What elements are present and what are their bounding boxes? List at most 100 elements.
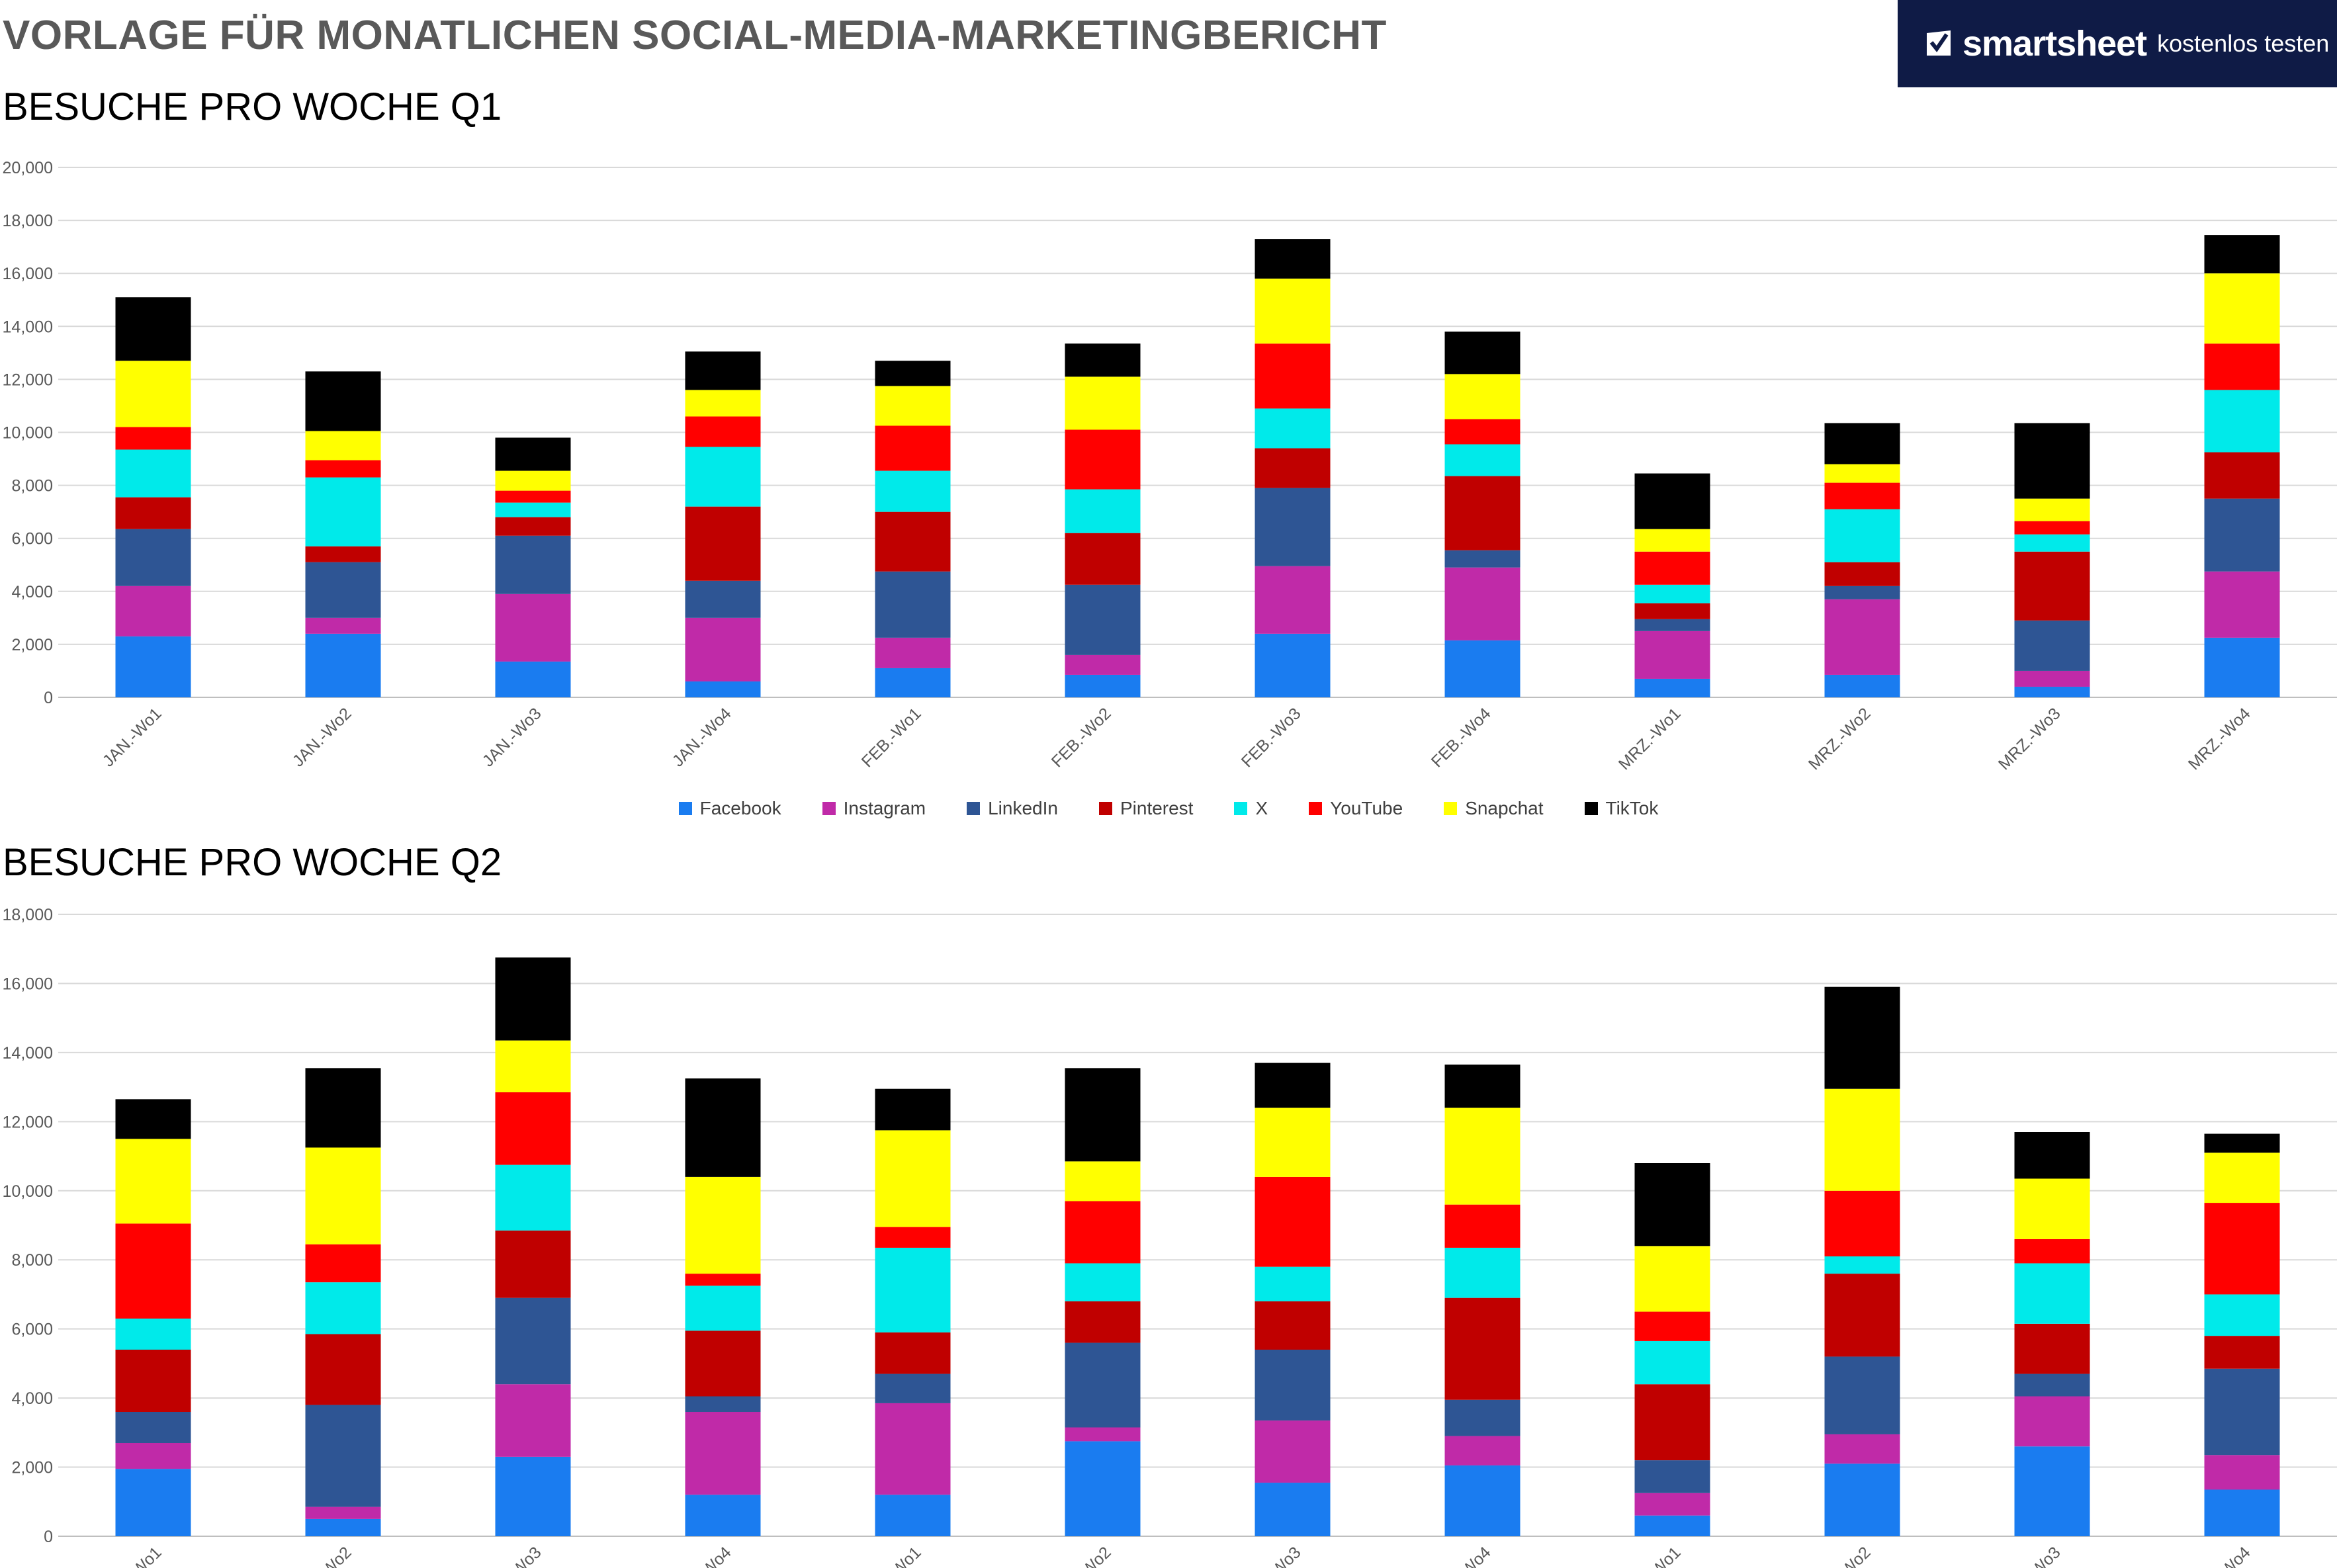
bar-segment-facebook	[305, 633, 381, 697]
bar-segment-pinterest	[115, 1350, 191, 1412]
bar-segment-instagram	[1444, 567, 1521, 640]
bar-segment-facebook	[115, 1469, 191, 1536]
bar-segment-instagram	[685, 617, 761, 681]
bar-segment-linkedin	[2204, 1368, 2280, 1456]
bar-segment-x	[495, 502, 571, 517]
bar-segment-youtube	[1065, 1201, 1141, 1264]
bar-segment-snapchat	[2014, 498, 2090, 521]
bar-segment-youtube	[115, 1223, 191, 1319]
bar-segment-snapchat	[305, 1147, 381, 1244]
bar-segment-tiktok	[495, 957, 571, 1041]
y-tick-label: 0	[44, 689, 53, 707]
y-tick-label: 8,000	[11, 1251, 53, 1270]
bar-segment-instagram	[495, 593, 571, 662]
x-tick-label: MRZ.-Wo3	[1995, 704, 2064, 773]
x-tick-label: Wo2	[1078, 1543, 1115, 1568]
bar-segment-tiktok	[2204, 235, 2280, 274]
bar-segment-youtube	[1634, 1311, 1710, 1341]
bar-segment-facebook	[1634, 678, 1710, 697]
bar-segment-youtube	[1255, 1176, 1331, 1267]
x-tick-label: FEB.-Wo4	[1428, 704, 1495, 771]
legend-item-instagram: Instagram	[822, 798, 926, 819]
bar-segment-linkedin	[305, 562, 381, 618]
x-tick-label: Wo2	[318, 1543, 355, 1568]
bar-segment-linkedin	[1065, 1342, 1141, 1428]
bar-segment-instagram	[305, 1506, 381, 1519]
bar-segment-pinterest	[495, 517, 571, 536]
bar-segment-instagram	[1444, 1436, 1521, 1465]
bar-segment-pinterest	[875, 511, 951, 572]
legend-label: Facebook	[699, 798, 781, 818]
bar-segment-instagram	[495, 1384, 571, 1457]
bar-segment-instagram	[1255, 1420, 1331, 1483]
bar-segment-pinterest	[1634, 603, 1710, 619]
bar-segment-linkedin	[115, 529, 191, 586]
bar-segment-x	[1634, 1340, 1710, 1385]
bar-segment-youtube	[875, 425, 951, 471]
bar-segment-linkedin	[1634, 619, 1710, 631]
x-tick-label: Wo2	[1837, 1543, 1874, 1568]
x-tick-label: Wo3	[1268, 1543, 1305, 1568]
bar-segment-youtube	[1255, 343, 1331, 409]
bar-segment-linkedin	[1255, 1350, 1331, 1421]
chart-title-q1: BESUCHE PRO WOCHE Q1	[3, 85, 502, 128]
bar-segment-instagram	[2204, 571, 2280, 638]
legend-label: Instagram	[843, 798, 926, 818]
y-tick-label: 6,000	[11, 530, 53, 548]
y-tick-label: 10,000	[3, 1182, 53, 1201]
bar-segment-pinterest	[2014, 1323, 2090, 1374]
bar-segment-snapchat	[2014, 1178, 2090, 1239]
bar-segment-tiktok	[1824, 423, 1900, 464]
bar-segment-pinterest	[1444, 1297, 1521, 1400]
x-tick-label: JAN.-Wo1	[99, 704, 165, 770]
x-tick-label: MRZ.-Wo4	[2185, 704, 2254, 773]
bar-segment-tiktok	[2014, 423, 2090, 499]
bar-segment-linkedin	[495, 1297, 571, 1385]
bar-segment-x	[1444, 1247, 1521, 1298]
bar-segment-x	[1444, 444, 1521, 476]
bar-segment-pinterest	[2014, 551, 2090, 621]
bar-segment-facebook	[2014, 1446, 2090, 1536]
bar-segment-tiktok	[1065, 1068, 1141, 1162]
bar-segment-facebook	[2014, 686, 2090, 697]
bar-segment-tiktok	[115, 1099, 191, 1139]
legend-item-youtube: YouTube	[1309, 798, 1403, 819]
bar-segment-x	[305, 477, 381, 546]
bar-segment-linkedin	[1634, 1460, 1710, 1493]
bar-segment-snapchat	[305, 431, 381, 460]
bar-segment-instagram	[1065, 1427, 1141, 1442]
bar-segment-instagram	[115, 1443, 191, 1469]
x-tick-label: Wo1	[1648, 1543, 1685, 1568]
bar-segment-instagram	[1065, 654, 1141, 675]
bar-segment-tiktok	[1255, 1063, 1331, 1108]
bar-segment-linkedin	[2014, 1373, 2090, 1397]
bar-segment-instagram	[685, 1412, 761, 1495]
bar-segment-linkedin	[305, 1405, 381, 1507]
bar-segment-snapchat	[1255, 1108, 1331, 1177]
bar-segment-x	[305, 1282, 381, 1334]
x-tick-label: Wo3	[2027, 1543, 2064, 1568]
bar-segment-x	[1255, 408, 1331, 449]
bar-segment-pinterest	[685, 1330, 761, 1397]
bar-segment-x	[685, 447, 761, 507]
bar-segment-x	[115, 449, 191, 498]
bar-segment-snapchat	[685, 390, 761, 417]
x-tick-label: JAN.-Wo2	[289, 704, 355, 770]
bar-segment-snapchat	[1444, 1108, 1521, 1205]
bar-segment-tiktok	[305, 371, 381, 431]
page-title: VORLAGE FÜR MONATLICHEN SOCIAL-MEDIA-MAR…	[3, 13, 1387, 58]
legend-label: Pinterest	[1120, 798, 1194, 818]
bar-segment-facebook	[1824, 674, 1900, 697]
bar-segment-x	[875, 470, 951, 512]
y-tick-label: 16,000	[3, 975, 53, 993]
legend-label: YouTube	[1330, 798, 1403, 818]
legend-swatch	[822, 802, 836, 815]
smartsheet-logo-button[interactable]: smartsheet kostenlos testen	[1898, 0, 2337, 87]
bar-segment-pinterest	[1065, 533, 1141, 585]
legend-item-facebook: Facebook	[678, 798, 781, 819]
bar-segment-facebook	[2204, 637, 2280, 697]
bar-segment-tiktok	[1255, 239, 1331, 279]
bar-segment-instagram	[2014, 670, 2090, 687]
bar-segment-tiktok	[875, 361, 951, 386]
bar-segment-pinterest	[1634, 1384, 1710, 1461]
